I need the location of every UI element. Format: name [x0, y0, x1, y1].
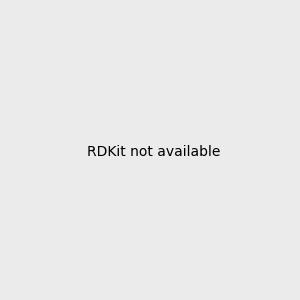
Text: RDKit not available: RDKit not available — [87, 145, 220, 158]
